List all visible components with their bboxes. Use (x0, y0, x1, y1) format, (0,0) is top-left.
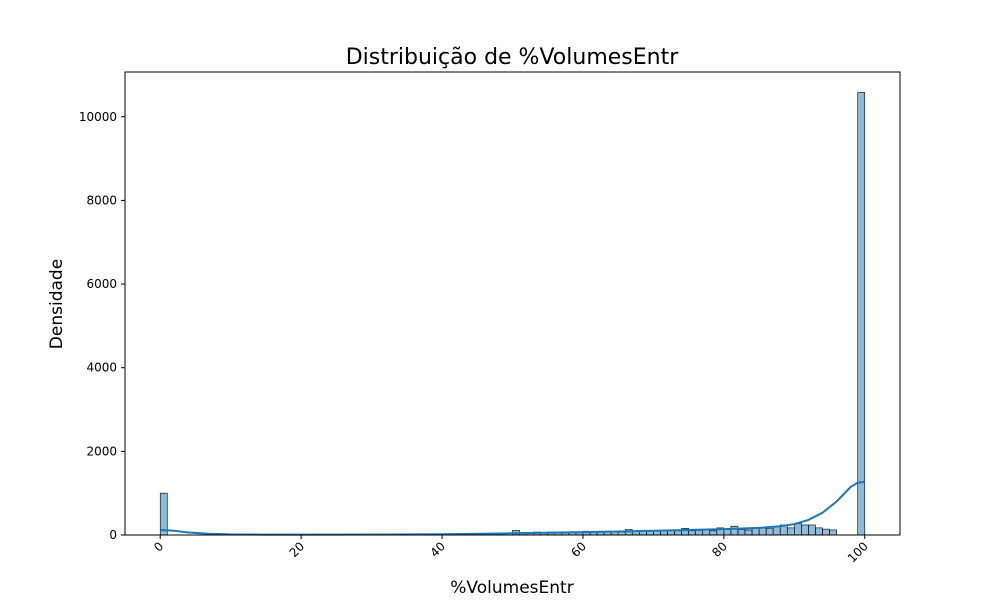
histogram-bar (674, 530, 682, 536)
plot-frame (124, 71, 901, 536)
histogram-bar (786, 527, 795, 536)
histogram-bar (801, 524, 809, 536)
x-axis-ticks: 0 20 40 60 80 100 (151, 535, 871, 565)
histogram-bar (737, 529, 746, 536)
x-tick-label: 20 (287, 539, 308, 560)
x-tick-label: 0 (151, 539, 166, 554)
histogram-bar (808, 524, 816, 536)
histogram-bar (765, 528, 774, 536)
histogram-bar (772, 526, 781, 536)
histogram-bar (709, 530, 718, 536)
histogram-bar (815, 527, 823, 536)
y-tick-label: 8000 (86, 193, 117, 207)
histogram-bar (702, 529, 711, 536)
y-tick-label: 4000 (86, 361, 117, 375)
histogram-bar (857, 92, 866, 536)
histogram-bar (758, 527, 767, 536)
histogram-bar (829, 529, 837, 536)
chart-title: Distribuição de %VolumesEntr (346, 45, 680, 70)
histogram-bar (751, 528, 760, 536)
histogram-bar (730, 525, 739, 536)
y-tick-label: 6000 (86, 277, 117, 291)
y-tick-label: 2000 (86, 444, 117, 458)
kde-line (160, 480, 865, 536)
histogram-bar (695, 530, 704, 536)
x-tick-label: 80 (709, 539, 730, 560)
x-axis-label: %VolumesEntr (450, 578, 573, 598)
y-axis-label: Densidade (47, 259, 67, 349)
histogram-bar (744, 529, 753, 536)
histogram-bar (723, 529, 732, 536)
histogram-bars (159, 92, 866, 536)
y-axis-ticks: 0 2000 4000 6000 8000 10000 (79, 110, 125, 542)
histogram-bar (794, 523, 802, 536)
histogram-bar (688, 530, 696, 536)
x-tick-label: 100 (845, 539, 871, 565)
y-tick-label: 10000 (79, 110, 117, 124)
histogram-bar (822, 528, 830, 536)
x-tick-label: 60 (568, 539, 589, 560)
x-tick-label: 40 (427, 539, 448, 560)
y-tick-label: 0 (109, 528, 117, 542)
histogram-bar (159, 492, 168, 536)
